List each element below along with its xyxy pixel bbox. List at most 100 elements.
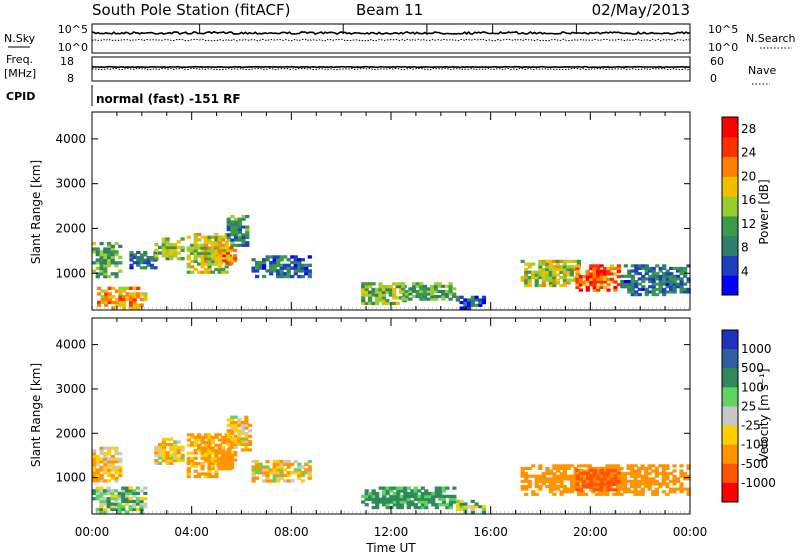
data-cell (634, 285, 639, 289)
data-cell (110, 473, 115, 478)
data-cell (95, 479, 100, 483)
data-cell (679, 482, 684, 486)
data-cell (217, 443, 222, 447)
data-cell (200, 472, 205, 476)
data-cell (419, 297, 424, 301)
data-cell (585, 280, 590, 284)
data-cell (658, 485, 663, 489)
data-cell (190, 246, 195, 250)
data-cell (589, 488, 594, 492)
data-cell (524, 466, 529, 470)
data-cell (481, 505, 487, 509)
data-cell (585, 477, 590, 481)
data-cell (623, 285, 628, 289)
data-cell (193, 438, 198, 442)
data-cell (226, 222, 231, 226)
data-cell (197, 438, 202, 442)
data-cell (221, 249, 226, 253)
data-cell (592, 283, 597, 287)
data-cell (527, 284, 532, 288)
data-cell (103, 457, 108, 461)
data-cell (364, 293, 369, 297)
data-cell (203, 254, 209, 258)
data-cell (545, 466, 550, 470)
data-cell (132, 261, 137, 265)
data-cell (599, 479, 604, 484)
data-cell (173, 245, 178, 250)
data-cell (92, 489, 97, 493)
data-cell (186, 451, 191, 455)
data-cell (190, 441, 195, 445)
data-cell (555, 259, 560, 263)
data-cell (552, 284, 557, 288)
data-cell (444, 295, 449, 299)
data-cell (361, 287, 366, 292)
data-cell (619, 472, 624, 476)
data-cell (251, 471, 256, 475)
data-cell (128, 505, 133, 509)
data-cell (106, 491, 111, 495)
data-cell (541, 474, 546, 478)
data-cell (415, 282, 420, 286)
data-cell (135, 497, 141, 501)
data-cell (592, 488, 597, 492)
data-cell (658, 277, 663, 281)
data-cell (118, 255, 123, 259)
data-cell (143, 258, 148, 262)
data-cell (293, 272, 298, 276)
data-cell (207, 475, 212, 479)
data-cells (92, 215, 691, 310)
data-cell (555, 265, 560, 269)
data-cell (478, 301, 483, 305)
data-cell (210, 435, 215, 439)
data-cell (368, 492, 373, 496)
data-cell (385, 497, 390, 501)
data-cell (682, 474, 688, 478)
data-cell (527, 466, 532, 470)
data-cell (399, 500, 404, 504)
data-cell (559, 466, 564, 470)
data-cell (559, 464, 564, 468)
data-cell (241, 235, 246, 239)
data-cell (99, 510, 104, 514)
data-cell (374, 301, 380, 306)
data-cell (474, 502, 479, 506)
data-cell (672, 482, 677, 486)
data-cell (622, 474, 628, 478)
data-cell (193, 251, 198, 255)
data-cell (203, 249, 209, 253)
data-cell (121, 303, 127, 307)
data-cell (413, 489, 418, 493)
data-cell (230, 243, 235, 247)
data-cell (113, 494, 119, 498)
data-cell (599, 482, 604, 486)
data-cell (265, 476, 270, 480)
data-cell (107, 457, 112, 461)
data-cell (99, 252, 104, 257)
data-cell (210, 456, 215, 460)
nave-tick-bottom: 0 (710, 72, 717, 85)
data-cell (169, 443, 174, 447)
data-cell (154, 445, 159, 449)
data-cell (381, 293, 386, 297)
data-cell (441, 289, 446, 293)
data-cell (606, 479, 611, 484)
data-cell (255, 459, 260, 464)
data-cell (203, 259, 209, 263)
data-cell (441, 494, 446, 499)
data-cell (658, 287, 663, 291)
data-cell (218, 251, 223, 255)
data-cell (648, 280, 653, 284)
data-cell (154, 243, 159, 247)
data-cell (214, 235, 219, 239)
data-cell (216, 451, 221, 454)
data-cell (237, 421, 242, 425)
data-cell (107, 295, 112, 299)
data-cell (399, 497, 404, 501)
data-cell (371, 492, 376, 496)
data-cell (118, 473, 123, 478)
data-cell (223, 458, 228, 462)
data-cell (136, 256, 141, 260)
data-cell (566, 474, 571, 478)
data-cell (527, 270, 532, 274)
